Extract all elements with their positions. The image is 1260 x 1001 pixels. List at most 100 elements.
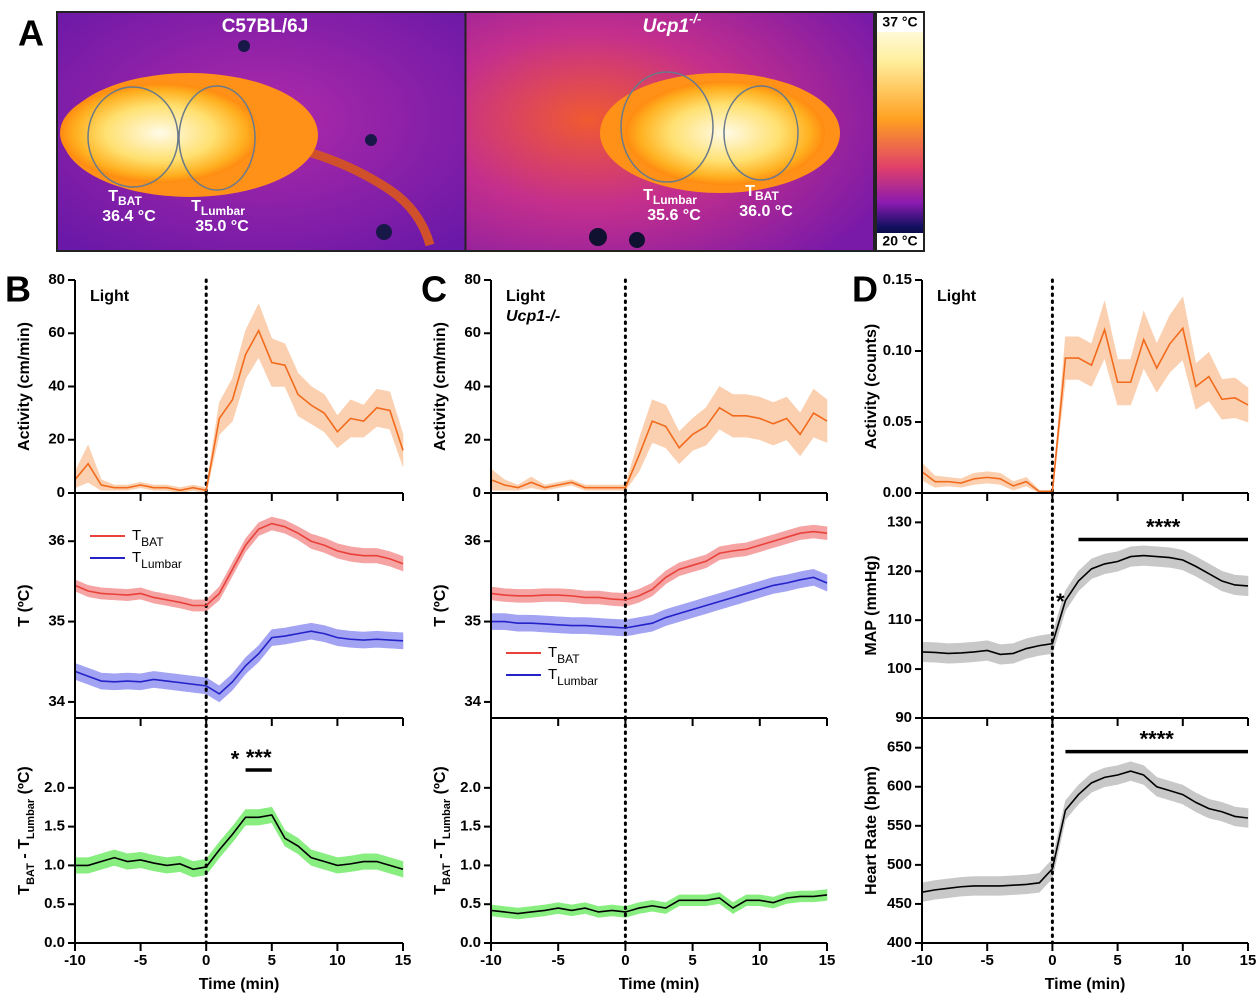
x-tick-label: 15 [819,952,836,969]
image-title: C57BL/6J [222,16,309,37]
thermal-image: 37 °C 20 °C A C57BL/6J Ucp1-/- [18,11,925,252]
y-tick-label: 120 [887,562,912,579]
error-band [1032,865,1047,894]
error-band [712,892,727,910]
error-band [369,388,384,433]
error-band [81,444,95,487]
roi-label-main: T [643,187,653,204]
spot [238,40,250,52]
error-band [1084,556,1099,586]
y-tick-label: 600 [887,778,912,795]
x-tick-label: -10 [911,952,933,969]
roi-label: TLumbar [643,187,697,207]
x-tick-label: 0 [621,952,629,969]
error-band [1175,782,1190,809]
panel-letter: A [18,13,44,54]
x-tick-label: 0 [202,952,210,969]
roi-value: 35.0 °C [195,218,249,235]
legend-label-part: Lumbar [557,674,598,688]
x-tick-label: 5 [688,952,696,969]
legend-label: TBAT [132,527,164,549]
condition-note: Light [90,288,130,305]
legend-label-part: T [132,549,141,566]
error-band [278,817,292,851]
mouse-hot [625,81,825,185]
y-tick-label: 500 [887,856,912,873]
series-line [921,554,1249,656]
colorbar-label-box [877,14,923,32]
y-tick-label: 20 [48,431,65,448]
error-band [264,628,279,655]
y-tick-label: 90 [895,709,912,726]
series-line [491,576,828,629]
y-tick-label: 650 [887,739,912,756]
error-band [212,390,227,464]
roi-value: 36.0 °C [739,203,793,220]
y-tick-label: 0.00 [883,484,912,501]
x-tick-label: -10 [480,952,502,969]
spot [629,232,645,248]
y-axis-label: TBAT - TLumbar (ºC) [16,766,37,894]
condition-note: Light [506,288,546,305]
y-tick-label: 35 [48,613,65,630]
y-tick-label: 34 [464,693,481,710]
legend-label-part: BAT [141,535,164,549]
y-tick-label: 550 [887,817,912,834]
error-band [1175,548,1190,574]
legend-label: TLumbar [132,549,182,571]
roi-label-sub: BAT [755,189,779,203]
y-axis-label: TBAT - TLumbar (ºC) [432,766,453,894]
y-tick-label: 110 [888,611,912,628]
colorbar-label-box [877,233,923,250]
error-band [1149,770,1164,799]
series-line [921,326,1249,493]
error-band [1202,351,1216,411]
roi-label-main: T [191,198,201,215]
error-band [343,399,358,444]
error-band [1045,413,1060,494]
error-band [278,340,292,402]
y-tick-label: 80 [48,271,65,288]
y-tick-label: 0.15 [883,271,912,288]
legend-label-part: BAT [557,652,580,666]
x-tick-label: -10 [64,952,86,969]
roi-label: TLumbar [191,198,245,218]
y-tick-label: 0.10 [883,342,912,359]
roi-label-main: T [108,188,118,205]
x-tick-label: 0 [1048,952,1056,969]
roi-value: 36.4 °C [102,208,156,225]
legend-label: TBAT [548,644,580,666]
y-axis-label-part: T [16,885,33,895]
colorbar [875,11,925,252]
error-band [317,389,332,441]
legend-label-part: T [132,527,141,544]
roi-label: TBAT [745,183,779,203]
error-band [264,321,279,387]
colorbar-min: 20 °C [882,233,917,249]
error-band [291,358,305,421]
y-tick-label: 0.5 [44,895,65,912]
y-axis-label-part: Lumbar [441,798,453,839]
error-band [699,396,714,449]
series-line [490,406,828,489]
error-band [699,550,714,571]
series-line [490,530,828,601]
series-line [74,522,404,607]
significance-label: * [1056,589,1065,614]
spot [376,224,392,240]
error-band [672,560,687,581]
roi-label-sub: Lumbar [201,204,245,218]
error-band [1136,763,1151,791]
y-axis-label-part: BAT [441,863,453,885]
error-band [304,379,319,429]
panel-letter: C [421,269,447,310]
y-tick-label: 40 [464,377,481,394]
x-tick-label: 15 [1240,952,1257,969]
y-axis-label: T (ºC) [16,584,33,626]
condition-note: Light [937,288,977,305]
y-axis-label: Activity (counts) [863,324,880,449]
error-band [1058,336,1073,437]
series-line [74,630,404,695]
y-tick-label: 130 [887,513,912,530]
legend-label: TLumbar [548,666,598,688]
